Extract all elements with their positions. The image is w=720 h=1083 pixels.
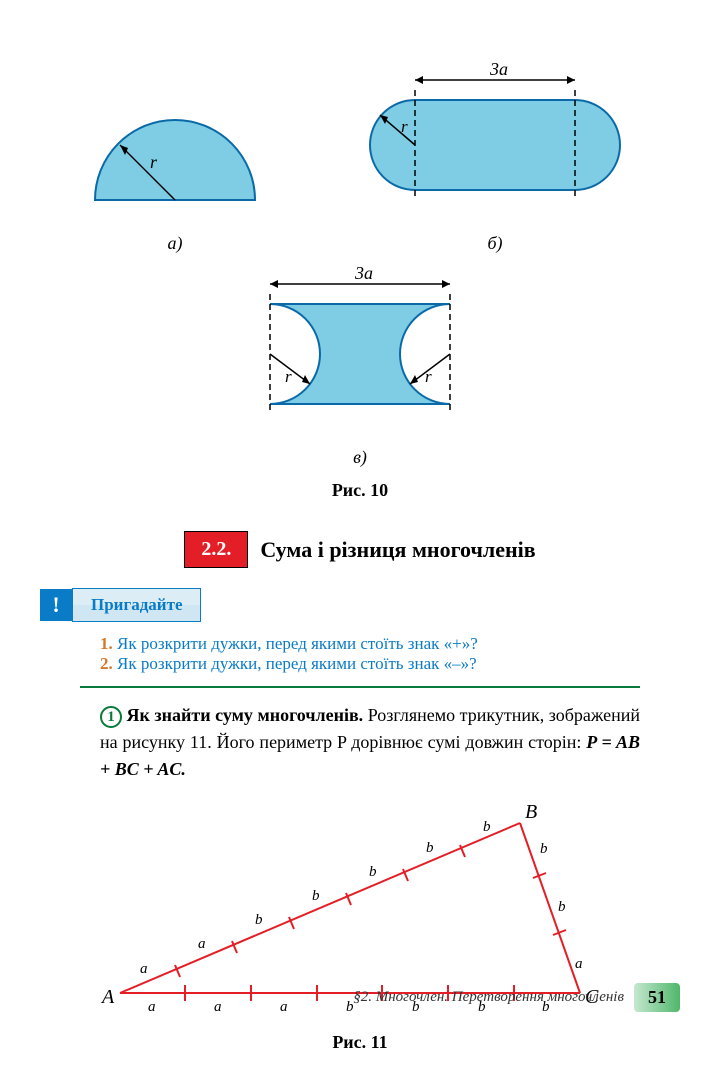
page-footer: §2. Многочлен. Перетворення многочленів … (0, 983, 720, 1012)
figure-10-caption: Рис. 10 (40, 480, 680, 501)
seg-label: a (198, 936, 206, 952)
concave-shape: 3a r r (230, 264, 490, 434)
r-label-b: r (401, 117, 408, 136)
figure-b: 3a r б) (345, 60, 645, 254)
figures-row-1: r а) 3a r б) (40, 60, 680, 254)
figure-b-label: б) (345, 233, 645, 254)
figure-c: 3a r r в) (40, 264, 680, 468)
seg-label: b (426, 840, 434, 856)
seg-label: b (540, 841, 548, 857)
footer-section-text: §2. Многочлен. Перетворення многочленів (353, 989, 624, 1006)
circled-number: 1 (100, 706, 122, 728)
question-2: 2. Як розкрити дужки, перед якими стоїть… (100, 654, 680, 674)
section-heading: 2.2. Сума і різниця многочленів (40, 531, 680, 568)
q2-number: 2. (100, 654, 113, 673)
recall-questions: 1. Як розкрити дужки, перед якими стоїть… (100, 634, 680, 674)
body-paragraph: 1 Як знайти суму многочленів. Розглянемо… (100, 702, 640, 783)
seg-label: b (369, 864, 377, 880)
figure-c-label: в) (40, 447, 680, 468)
top-dim-c: 3a (354, 264, 373, 283)
exclamation-icon: ! (40, 589, 72, 621)
page-number: 51 (634, 983, 680, 1012)
section-number-badge: 2.2. (184, 531, 248, 568)
vertex-B: B (525, 801, 537, 823)
r-label: r (150, 152, 158, 172)
seg-label: b (483, 819, 491, 835)
seg-label: b (558, 899, 566, 915)
figure-a-label: а) (75, 233, 275, 254)
figure-11-caption: Рис. 11 (40, 1032, 680, 1053)
q1-number: 1. (100, 634, 113, 653)
seg-label: a (575, 956, 583, 972)
section-title-text: Сума і різниця многочленів (260, 537, 535, 563)
top-dim-label: 3a (489, 60, 508, 79)
semicircle-shape: r (75, 90, 275, 220)
q2-text: Як розкрити дужки, перед якими стоїть зн… (117, 654, 477, 673)
figure-a: r а) (75, 90, 275, 254)
seg-label: a (140, 961, 148, 977)
recall-label: Пригадайте (72, 588, 201, 622)
body-lead: Як знайти суму многочленів. (127, 705, 364, 725)
seg-label: b (312, 888, 320, 904)
q1-text: Як розкрити дужки, перед якими стоїть зн… (117, 634, 478, 653)
r-label-c1: r (285, 367, 292, 386)
figure-11: A B C a a a b b b b (40, 793, 680, 1053)
seg-label: b (255, 912, 263, 928)
question-1: 1. Як розкрити дужки, перед якими стоїть… (100, 634, 680, 654)
recall-box: ! Пригадайте (40, 588, 680, 622)
divider (80, 686, 640, 688)
r-label-c2: r (425, 367, 432, 386)
stadium-shape: 3a r (345, 60, 645, 220)
